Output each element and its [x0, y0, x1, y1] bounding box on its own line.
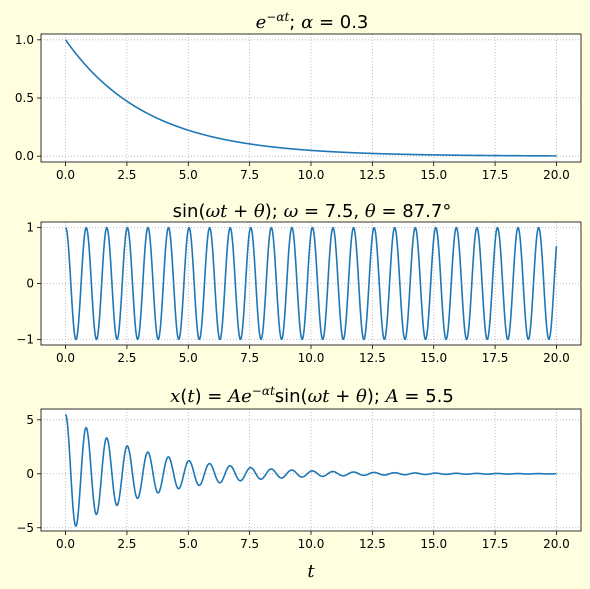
chart-3-x-tick-label: 20.0 — [543, 537, 570, 551]
chart-1-x-tick-label: 2.5 — [117, 168, 136, 182]
chart-3-x-tick-label: 10.0 — [298, 537, 325, 551]
chart-1-x-tick-label: 7.5 — [240, 168, 259, 182]
chart-1-title: e−αt; α = 0.3 — [256, 10, 369, 33]
chart-3-y-tick-label: 5 — [26, 413, 34, 427]
x-axis-label: t — [307, 561, 315, 582]
chart-3-axes: 0.0 2.5 5.0 7.5 10.0 12.5 15.0 17.5 20.0 −5 0 5 — [16, 408, 582, 551]
chart-2-x-tick-label: 0.0 — [56, 351, 75, 365]
chart-3-x-tick-label: 17.5 — [482, 537, 509, 551]
chart-1-x-tick-label: 17.5 — [482, 168, 509, 182]
chart-3-x-tick-label: 0.0 — [56, 537, 75, 551]
chart-1-x-tick-label: 10.0 — [298, 168, 325, 182]
chart-2-x-tick-label: 15.0 — [420, 351, 447, 365]
chart-1-y-tick-label: 1.0 — [15, 33, 34, 47]
chart-3-y-tick-label: 0 — [26, 467, 34, 481]
chart-2-x-tick-label: 12.5 — [359, 351, 386, 365]
chart-3-x-tick-label: 15.0 — [420, 537, 447, 551]
chart-2-x-tick-label: 7.5 — [240, 351, 259, 365]
chart-1-x-tick-label: 0.0 — [56, 168, 75, 182]
chart-3-title: x(t) = Ae−αtsin(ωt + θ); A = 5.5 — [170, 384, 454, 407]
chart-2-x-tick-label: 5.0 — [179, 351, 198, 365]
chart-1-x-tick-label: 5.0 — [179, 168, 198, 182]
chart-2-series-line — [65, 226, 558, 341]
chart-3-x-tick-label: 7.5 — [240, 537, 259, 551]
chart-2-y-tick-label: 0 — [26, 277, 34, 291]
chart-1-y-tick-label: 0.5 — [15, 91, 34, 105]
chart-1-x-tick-label: 12.5 — [359, 168, 386, 182]
chart-2-frame — [40, 221, 582, 346]
chart-3-x-tick-label: 12.5 — [359, 537, 386, 551]
chart-3-series-line — [64, 413, 557, 527]
chart-2-x-tick-label: 20.0 — [543, 351, 570, 365]
chart-2-axes: 0.0 2.5 5.0 7.5 10.0 12.5 15.0 17.5 20.0 −1 0 1 — [16, 221, 582, 365]
chart-1-x-tick-label: 15.0 — [420, 168, 447, 182]
chart-1-y-tick-label: 0.0 — [15, 149, 34, 163]
chart-1-x-tick-label: 20.0 — [543, 168, 570, 182]
chart-1-series-line — [64, 39, 557, 157]
chart-2-x-tick-label: 17.5 — [482, 351, 509, 365]
chart-3-x-tick-label: 2.5 — [117, 537, 136, 551]
chart-1-axes: 0.0 2.5 5.0 7.5 10.0 12.5 15.0 17.5 20.0 0.0 0.5 1.… — [15, 33, 582, 182]
chart-2-x-tick-label: 2.5 — [117, 351, 136, 365]
chart-2-x-tick-label: 10.0 — [298, 351, 325, 365]
chart-2-y-tick-label: 1 — [26, 221, 34, 235]
chart-2-title: sin(ωt + θ); ω = 7.5, θ = 87.7° — [173, 201, 452, 222]
chart-3-y-tick-label: −5 — [16, 521, 34, 535]
chart-2-y-tick-label: −1 — [16, 332, 34, 346]
chart-3-x-tick-label: 5.0 — [179, 537, 198, 551]
chart-3-frame — [40, 408, 582, 532]
chart-1-frame — [40, 33, 582, 163]
